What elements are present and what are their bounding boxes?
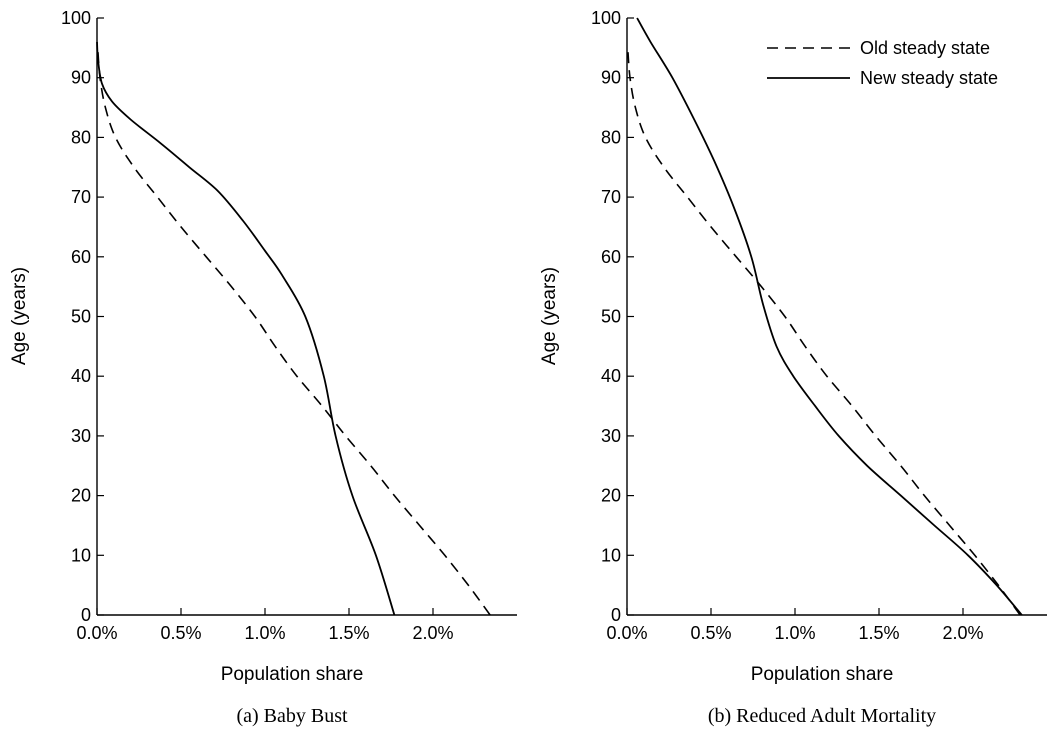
x-tick-label: 0.5% — [160, 623, 201, 643]
x-axis-title: Population share — [221, 664, 364, 685]
y-tick-label: 0 — [611, 605, 621, 625]
y-tick-label: 90 — [71, 68, 91, 88]
panel-baby-bust: 0 10 20 30 40 50 60 70 80 90 100 0.0% 0.5% 1.0% 1.5% 2.… — [9, 8, 517, 727]
legend-label-new-steady-state: New steady state — [860, 68, 998, 88]
ticks: 0 10 20 30 40 50 60 70 80 90 100 0.0% 0.5% 1.0% 1.5% 2.… — [61, 8, 454, 643]
x-tick-label: 1.5% — [858, 623, 899, 643]
ticks: 0 10 20 30 40 50 60 70 80 90 100 0.0% 0.5% 1.0% 1.5% 2.… — [591, 8, 984, 643]
series-line-old-steady-state — [96, 47, 491, 616]
plot-area — [626, 17, 1023, 616]
y-tick-label: 100 — [61, 8, 91, 28]
x-tick-label: 1.0% — [774, 623, 815, 643]
x-tick-label: 2.0% — [412, 623, 453, 643]
series-line-old-steady-state — [626, 47, 1021, 616]
plot-area — [96, 41, 491, 616]
y-tick-label: 20 — [601, 486, 621, 506]
y-tick-label: 60 — [601, 247, 621, 267]
y-tick-label: 60 — [71, 247, 91, 267]
x-tick-label: 1.0% — [244, 623, 285, 643]
x-tick-label: 1.5% — [328, 623, 369, 643]
x-tick-label: 2.0% — [942, 623, 983, 643]
series-line-new-steady-state — [636, 17, 1023, 616]
y-tick-label: 20 — [71, 486, 91, 506]
y-tick-label: 80 — [71, 127, 91, 147]
x-tick-label: 0.0% — [76, 623, 117, 643]
axes — [626, 18, 1047, 616]
y-tick-label: 50 — [601, 307, 621, 327]
y-tick-label: 70 — [71, 187, 91, 207]
legend: Old steady state New steady state — [767, 38, 998, 88]
panel-reduced-adult-mortality: 0 10 20 30 40 50 60 70 80 90 100 0.0% 0.5% 1.0% 1.5% 2.… — [539, 8, 1047, 727]
y-tick-label: 80 — [601, 127, 621, 147]
panel-caption: (a) Baby Bust — [236, 705, 348, 727]
y-tick-label: 30 — [71, 426, 91, 446]
series-line-new-steady-state — [96, 41, 396, 616]
y-tick-label: 30 — [601, 426, 621, 446]
x-tick-label: 0.0% — [606, 623, 647, 643]
y-tick-label: 70 — [601, 187, 621, 207]
y-axis-title: Age (years) — [539, 267, 560, 365]
y-tick-label: 10 — [71, 545, 91, 565]
panel-caption: (b) Reduced Adult Mortality — [708, 705, 936, 727]
y-tick-label: 90 — [601, 68, 621, 88]
y-tick-label: 40 — [71, 366, 91, 386]
axes — [96, 18, 517, 616]
y-tick-label: 40 — [601, 366, 621, 386]
legend-label-old-steady-state: Old steady state — [860, 38, 990, 58]
y-tick-label: 0 — [81, 605, 91, 625]
y-tick-label: 10 — [601, 545, 621, 565]
x-tick-label: 0.5% — [690, 623, 731, 643]
y-tick-label: 100 — [591, 8, 621, 28]
y-axis-title: Age (years) — [9, 267, 30, 365]
x-axis-title: Population share — [751, 664, 894, 685]
y-tick-label: 50 — [71, 307, 91, 327]
